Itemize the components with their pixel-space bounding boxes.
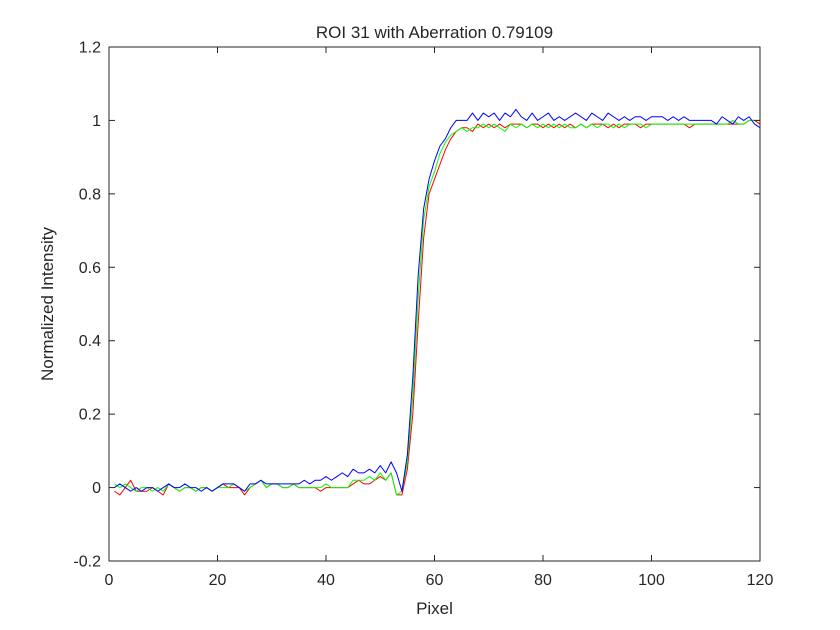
y-tick-label: 0.8 — [79, 186, 101, 203]
x-tick-label: 60 — [426, 572, 444, 589]
x-axis-label: Pixel — [416, 599, 453, 618]
x-tick-label: 20 — [209, 572, 227, 589]
series-layer — [114, 108, 761, 496]
y-tick-label: 0 — [92, 480, 101, 497]
x-tick-label: 80 — [534, 572, 552, 589]
y-tick-label: 0.4 — [79, 333, 101, 350]
series-line-3 — [114, 108, 761, 492]
y-tick-label: 1.2 — [79, 40, 101, 57]
x-tick-label: 40 — [317, 572, 335, 589]
y-tick-label: 0.6 — [79, 260, 101, 277]
chart-title: ROI 31 with Aberration 0.79109 — [316, 23, 553, 42]
y-tick-label: 1 — [92, 113, 101, 130]
plot-area — [109, 47, 760, 561]
y-axis-label: Normalized Intensity — [38, 227, 57, 382]
y-tick-label: 0.2 — [79, 407, 101, 424]
x-tick-label: 120 — [747, 572, 774, 589]
axes-layer: 0 20 40 60 80 100 120-0.200.20.40.60.811.2 — [73, 40, 773, 590]
series-line-2 — [114, 119, 760, 496]
x-tick-label: 0 — [105, 572, 114, 589]
x-tick-label: 100 — [638, 572, 665, 589]
y-tick-label: -0.2 — [73, 554, 101, 571]
